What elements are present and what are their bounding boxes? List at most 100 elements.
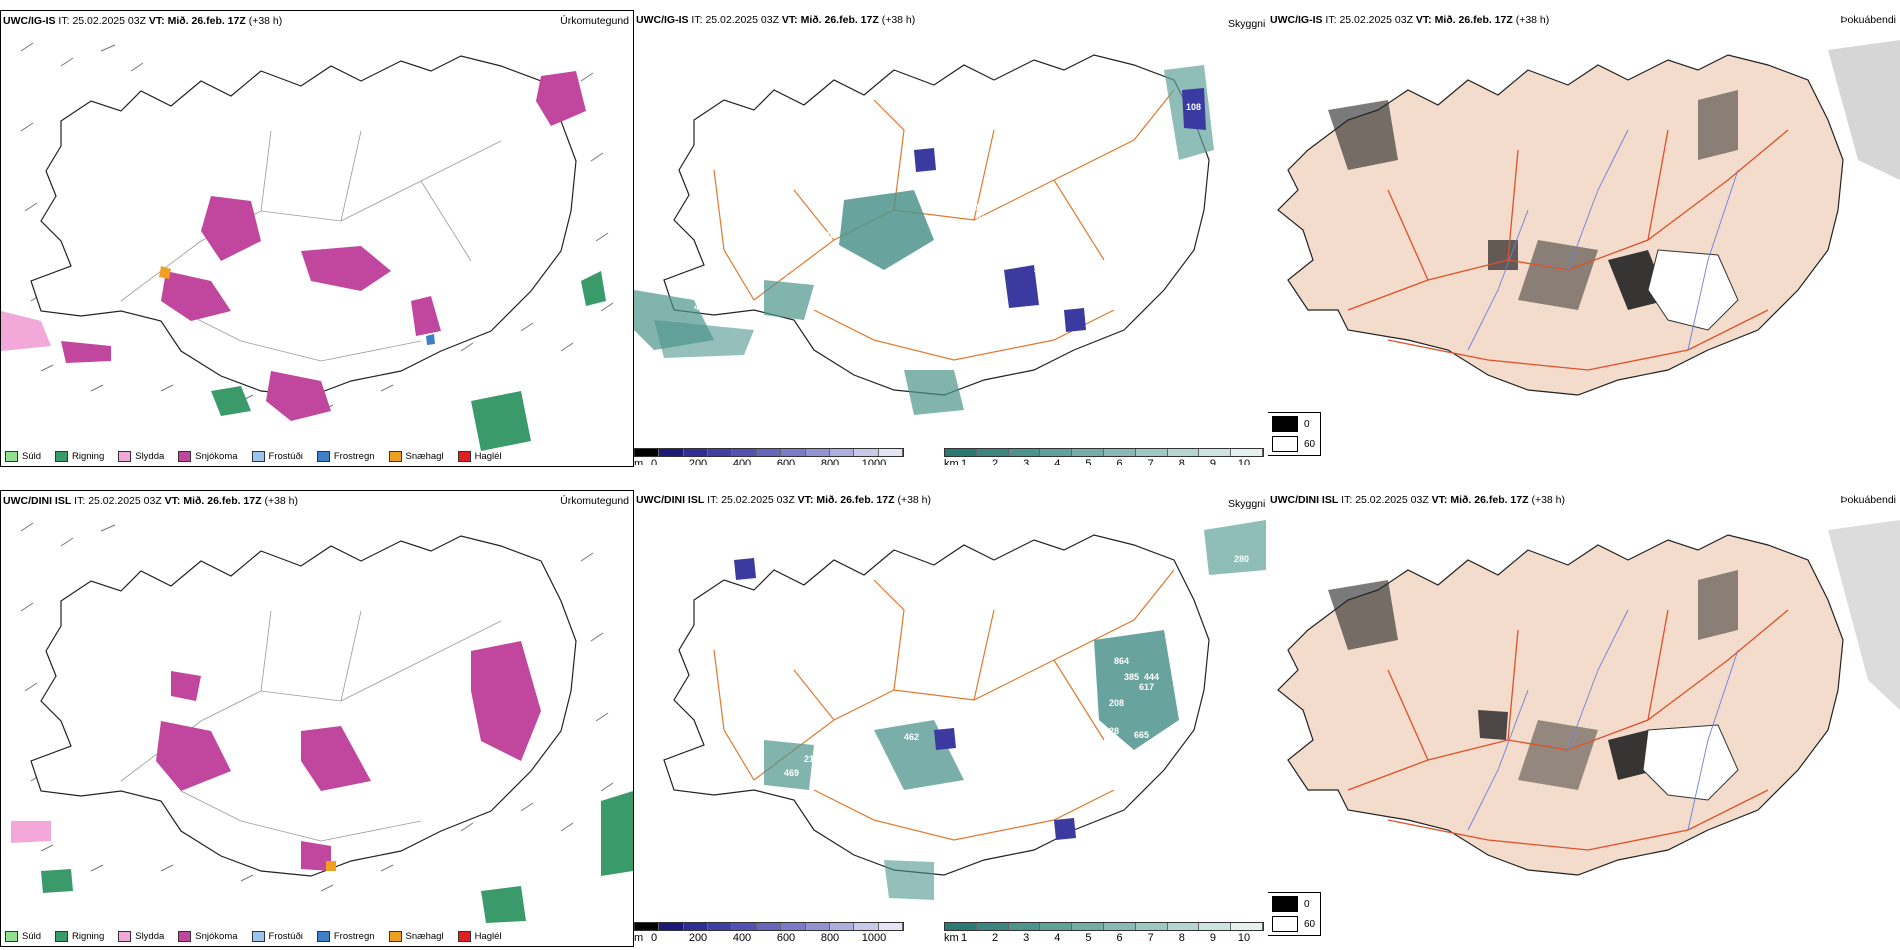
visibility-value-label: 228 [1104, 726, 1119, 736]
legend-swatch [251, 931, 265, 942]
colorbar-segment [1231, 923, 1263, 930]
colorbar-segment [1135, 923, 1168, 930]
legend-swatch [457, 931, 471, 942]
precip-legend: Súld Rigning Slydda Snjókoma Frostúði Frostre… [5, 931, 502, 942]
visibility-labels: 108 236 148 174 968 110 224 256 452 409 275 140 63 48 [694, 102, 1201, 352]
colorbar-tick: 400 [732, 458, 752, 465]
colorbar-tick: 1000 [861, 932, 887, 944]
colorbar-tick: 400 [732, 932, 752, 944]
visibility-value-label: 256 [1034, 264, 1049, 274]
visibility-value-label: 63 [924, 342, 934, 352]
colorbar-tick: 9 [1209, 932, 1216, 944]
legend-label: Haglél [474, 451, 502, 462]
visibility-value-label: 110 [964, 202, 979, 212]
colorbar-segment [1008, 923, 1041, 930]
iceland-coastline [30, 55, 577, 397]
colorbar-tick: 3 [1023, 932, 1030, 944]
visibility-map: 108 236 148 174 968 110 224 256 452 409 275 140 63 48 [634, 54, 1214, 415]
visibility-value-label: 444 [1144, 672, 1159, 682]
visibility-areas [634, 65, 1214, 415]
colorbar-tick: 6 [1116, 932, 1123, 944]
legend-item: Snæhagl [388, 451, 444, 462]
visibility-value-label: 409 [784, 274, 799, 284]
visibility-value-label: 968 [976, 214, 991, 224]
visibility-value-label: 864 [1114, 656, 1129, 666]
colorbar-tick: 2 [992, 458, 999, 465]
colorbar-segment [708, 449, 733, 456]
colorbar-tick: 800 [820, 458, 840, 465]
legend-swatch [5, 451, 18, 462]
colorbar-tick: 7 [1147, 458, 1154, 465]
fog-panel-bottom: UWC/DINI ISL IT: 25.02.2025 03Z VT: Mið.… [1268, 490, 1900, 945]
colorbar-segment [805, 449, 830, 456]
visibility-value-label: 275 [774, 260, 789, 270]
colorbar-segment [756, 923, 782, 930]
panel-header: UWC/DINI ISL IT: 25.02.2025 03Z VT: Mið.… [1270, 494, 1566, 506]
colorbar-segment [708, 923, 733, 930]
fog-legend: 0 60 [1268, 892, 1321, 936]
colorbar-segment [1008, 449, 1041, 456]
colorbar-segment [756, 449, 782, 456]
colorbar-segment [1103, 449, 1136, 456]
colorbar-segment [976, 449, 1009, 456]
legend-item: Frostregn [316, 931, 375, 942]
colorbar-tick: 4 [1054, 458, 1061, 465]
legend-item: Rigning [55, 451, 104, 462]
height-colorbar: m 0 200 400 600 800 1000 [634, 448, 904, 465]
colorbar-tick: 200 [688, 458, 708, 465]
panel-header: UWC/IG-IS IT: 25.02.2025 03Z VT: Mið. 26… [3, 15, 283, 27]
colorbar-segment [854, 449, 879, 456]
colorbar-segment [732, 449, 757, 456]
visibility-value-label: 48 [1044, 304, 1054, 314]
colorbar-segment [945, 923, 977, 930]
visibility-value-label: 174 [1010, 250, 1025, 260]
cloud-offshore [1828, 520, 1900, 710]
legend-swatch [5, 931, 18, 942]
colorbar-segment [659, 923, 684, 930]
legend-swatch [316, 451, 330, 462]
visibility-value-label: 108 [1186, 102, 1201, 112]
glacier [1642, 724, 1739, 801]
legend-label: Snjókoma [195, 451, 238, 462]
cloud-offshore [1828, 40, 1900, 180]
colorbar-tick: 600 [776, 932, 796, 944]
colorbar-segment [945, 449, 977, 456]
colorbar-segment [781, 449, 806, 456]
precip-legend: Súld Rigning Slydda Snjókoma Frostúði Frostre… [5, 451, 502, 462]
legend-label: Súld [22, 451, 42, 462]
height-colorbar: m 0 200 400 600 800 1000 [634, 922, 904, 944]
rivers [1467, 609, 1739, 831]
panel-header: UWC/IG-IS IT: 25.02.2025 03Z VT: Mið. 26… [636, 14, 916, 26]
colorbar-segment [1167, 923, 1200, 930]
iceland-coastline [663, 534, 1210, 876]
precip-map [11, 522, 633, 923]
colorbar-tick: 0 [650, 932, 658, 944]
colorbar-tick: 2 [992, 932, 999, 944]
visibility-value-label: 990 [784, 662, 799, 672]
colorbar-tick: 0 [650, 458, 658, 465]
legend-label: Snæhagl [405, 931, 444, 942]
legend-swatch [388, 451, 402, 462]
legend-item: Haglél [457, 931, 502, 942]
panel-title: Skyggni [1228, 18, 1266, 30]
colorbar-tick: 10 [1237, 932, 1251, 944]
colorbar-segment [976, 923, 1009, 930]
visibility-panel-bottom: UWC/DINI ISL IT: 25.02.2025 03Z VT: Mið.… [634, 490, 1266, 945]
visibility-value-label: 140 [820, 230, 835, 240]
legend-label: Snæhagl [405, 451, 444, 462]
visibility-colorbar: km 1 2 3 4 5 6 7 8 9 10 [944, 448, 1264, 465]
colorbar-segment [1231, 449, 1263, 456]
colorbar-segment [1167, 449, 1200, 456]
legend-swatch [118, 931, 132, 942]
colorbar-tick: 800 [820, 932, 840, 944]
fog-map [1277, 520, 1900, 876]
colorbar-segment [1103, 923, 1136, 930]
colorbar-segment [1199, 449, 1232, 456]
visibility-panel-top: UWC/IG-IS IT: 25.02.2025 03Z VT: Mið. 26… [634, 10, 1266, 465]
roads [120, 130, 502, 362]
colorbar-segment [683, 923, 709, 930]
legend-label: Slydda [135, 451, 165, 462]
colorbar-segment [1199, 923, 1232, 930]
glacier [1647, 249, 1739, 331]
